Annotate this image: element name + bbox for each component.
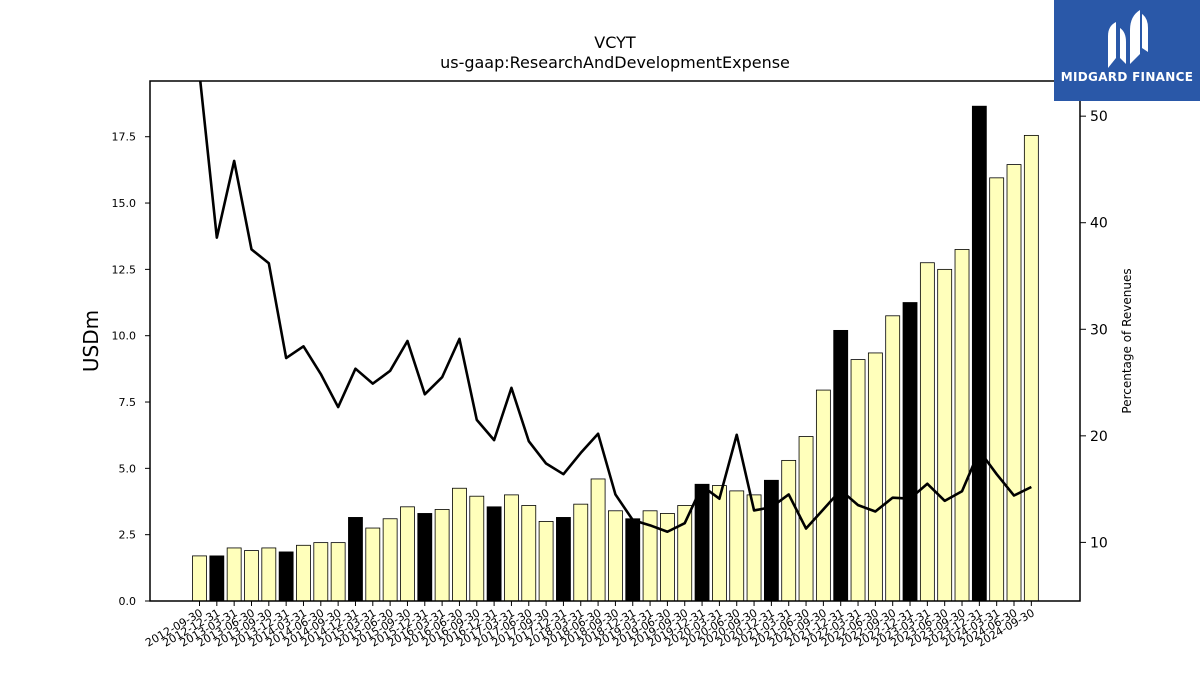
y-tick-label: 5.0 (119, 462, 137, 475)
y2-tick-label: 20 (1090, 429, 1108, 445)
bar (417, 513, 433, 602)
bar (365, 527, 381, 602)
bar (1023, 134, 1039, 602)
midgard-logo-icon (1108, 10, 1148, 68)
y-tick-label: 0.0 (119, 595, 137, 608)
bar (919, 262, 935, 602)
bar (278, 551, 294, 602)
y2-tick-label: 10 (1090, 535, 1108, 551)
y-tick-label: 10.0 (112, 330, 137, 343)
bar (556, 517, 571, 602)
bar (261, 547, 277, 602)
y-tick-label: 12.5 (112, 263, 137, 276)
x-axis: 2012-09-302012-12-312013-03-312013-06-30… (143, 601, 1037, 650)
bar (209, 555, 225, 602)
bar (937, 268, 953, 602)
bar (608, 510, 623, 602)
bar (954, 249, 970, 602)
y2-axis-label: Percentage of Revenues (1120, 268, 1134, 413)
bar (521, 505, 537, 602)
bar (348, 517, 363, 602)
bar (330, 542, 346, 602)
bar (452, 487, 467, 602)
bar (694, 483, 710, 602)
bar (815, 389, 831, 602)
bar (660, 513, 675, 602)
chart-title: VCYT (594, 33, 636, 52)
y-axis-left: 0.0 2.5 5.0 7.5 10.0 12.5 15.0 17.5 (112, 131, 150, 608)
y2-tick-label: 50 (1090, 109, 1108, 125)
y-tick-label: 17.5 (112, 131, 137, 144)
series-line (198, 81, 1032, 534)
bar (538, 521, 554, 602)
bar (850, 359, 866, 602)
bar (590, 478, 606, 602)
chart-subtitle: us-gaap:ResearchAndDevelopmentExpense (440, 53, 790, 72)
bar (313, 542, 329, 602)
brand-logo: MIDGARD FINANCE (1054, 0, 1200, 101)
bar (296, 544, 311, 602)
bar (192, 555, 207, 602)
brand-name: MIDGARD FINANCE (1060, 70, 1194, 84)
bar (833, 329, 849, 602)
revenue-percentage-series (198, 81, 1032, 534)
bar (434, 509, 450, 602)
bar (867, 352, 883, 602)
bar (573, 503, 589, 602)
bar (677, 505, 693, 602)
y-tick-label: 2.5 (119, 529, 137, 542)
bar (504, 494, 519, 602)
bar (382, 518, 398, 602)
bar (971, 105, 987, 602)
bar (763, 479, 779, 602)
bar (400, 506, 415, 602)
bar (486, 506, 502, 602)
bar (469, 495, 485, 602)
y-axis-right: 10 20 30 40 50 (1080, 109, 1108, 551)
bar (885, 315, 901, 602)
y-axis-label: USDm (79, 310, 103, 372)
y2-tick-label: 30 (1090, 322, 1108, 338)
bar (226, 547, 242, 602)
y-tick-label: 15.0 (112, 197, 137, 210)
bar (902, 302, 918, 602)
y2-tick-label: 40 (1090, 216, 1108, 232)
bar (244, 550, 259, 602)
bar (712, 485, 727, 602)
bar (625, 518, 641, 602)
bar (729, 490, 745, 602)
bar (1006, 164, 1022, 602)
bar (781, 459, 797, 602)
bar (989, 177, 1005, 602)
y-tick-label: 7.5 (119, 396, 137, 409)
bar-series (192, 105, 1039, 602)
